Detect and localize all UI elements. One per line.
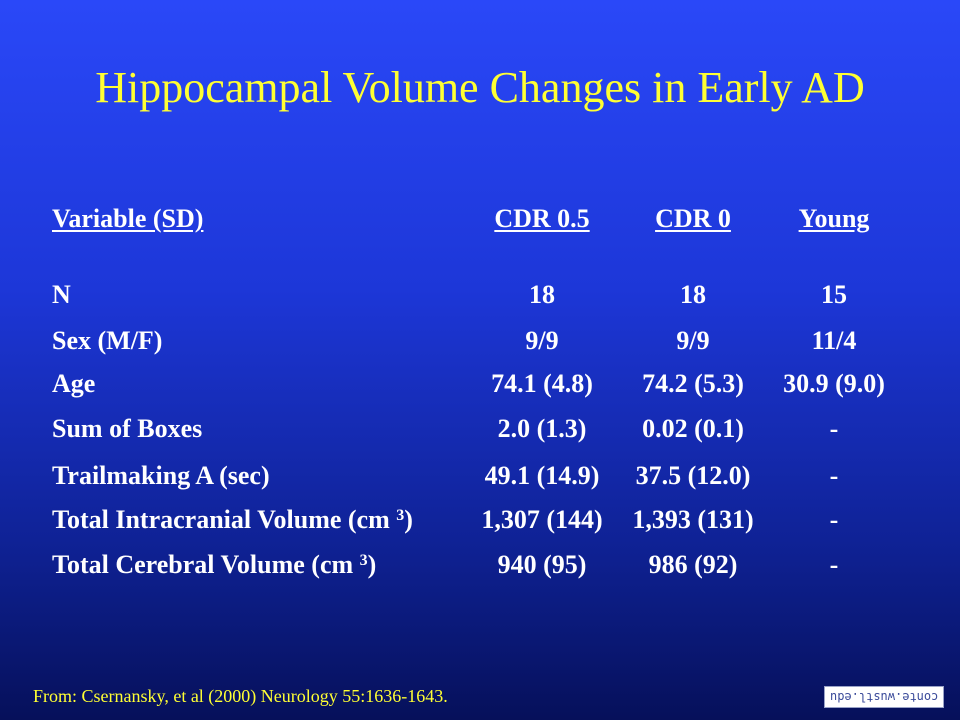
citation-footer: From: Csernansky, et al (2000) Neurology… [33,686,448,706]
logo-text: conte.wustl.edu [829,690,939,704]
row-label: Total Cerebral Volume (cm 3) [52,550,377,579]
row-label: N [52,280,71,309]
row-label: Age [52,369,96,398]
slide-title: Hippocampal Volume Changes in Early AD [95,63,865,112]
row-label: Sex (M/F) [52,326,163,355]
row-label: Sum of Boxes [52,414,203,443]
row-label: Total Intracranial Volume (cm 3) [52,505,413,534]
header-variable: Variable (SD) [52,204,204,233]
conte-logo: conte.wustl.edu [824,686,944,708]
row-label: Trailmaking A (sec) [52,461,270,490]
